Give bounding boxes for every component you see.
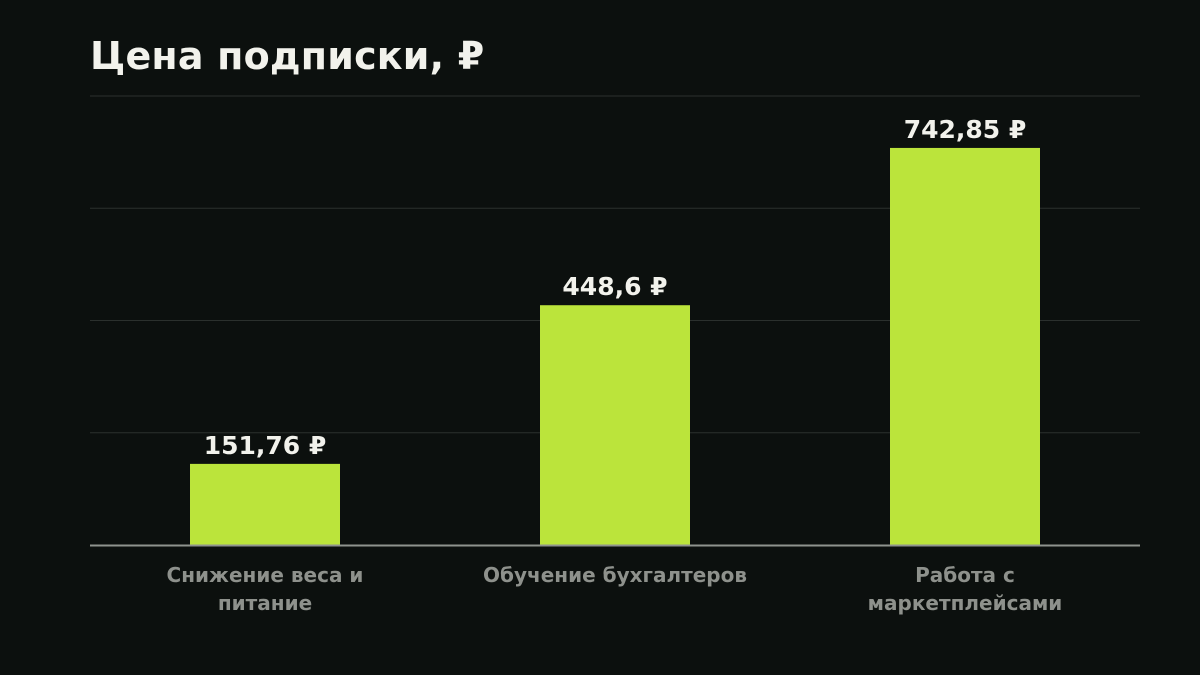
bars (190, 147, 1040, 545)
category-labels: Снижение веса и питание Обучение бухгалтер… (167, 563, 1063, 615)
bar (190, 463, 340, 545)
bar-value-label: 742,85 ₽ (904, 115, 1027, 144)
category-label: Снижение веса и (167, 563, 364, 587)
category-label: маркетплейсами (868, 591, 1063, 615)
bar-value-label: 151,76 ₽ (204, 431, 327, 460)
chart-title: Цена подписки, ₽ (90, 34, 485, 78)
bar-value-label: 448,6 ₽ (562, 272, 667, 301)
value-labels: 151,76 ₽ 448,6 ₽ 742,85 ₽ (204, 115, 1027, 460)
category-label: Работа с (915, 563, 1015, 587)
category-label: питание (218, 591, 312, 615)
bar (890, 147, 1040, 545)
category-label: Обучение бухгалтеров (483, 563, 747, 587)
bar (540, 305, 690, 545)
